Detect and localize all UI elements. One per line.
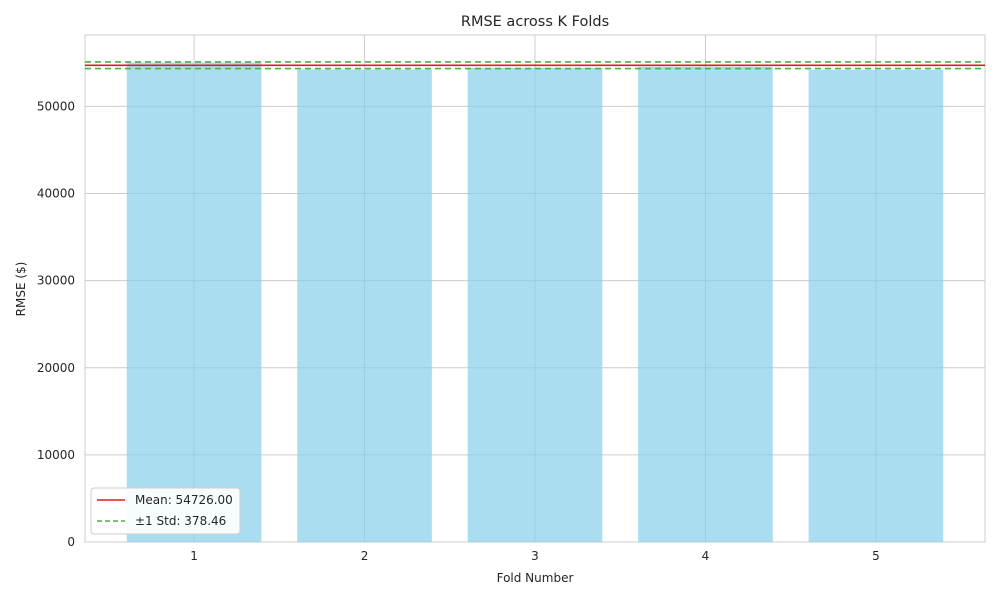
x-tick-label: 1 (190, 549, 198, 563)
bar-fold-2 (297, 69, 432, 542)
chart-title: RMSE across K Folds (461, 14, 609, 30)
y-tick-label: 30000 (37, 274, 75, 288)
x-tick-label: 2 (361, 549, 369, 563)
x-tick-label: 4 (702, 549, 710, 563)
x-tick-labels: 1 2 3 4 5 (190, 549, 879, 563)
y-axis-label: RMSE ($) (14, 262, 28, 317)
x-axis-label: Fold Number (497, 571, 574, 585)
y-tick-labels: 0 10000 20000 30000 40000 50000 (37, 99, 75, 549)
y-tick-label: 0 (67, 535, 75, 549)
bar-fold-1 (126, 62, 262, 542)
legend: Mean: 54726.00 ±1 Std: 378.46 (90, 487, 241, 535)
bar-fold-5 (808, 69, 944, 542)
legend-box (90, 487, 241, 535)
legend-mean-label: Mean: 54726.00 (135, 493, 233, 507)
bars (126, 62, 944, 543)
bar-fold-3 (467, 67, 603, 542)
x-tick-label: 3 (531, 549, 539, 563)
y-tick-label: 20000 (37, 361, 75, 375)
y-tick-label: 40000 (37, 187, 75, 201)
reference-lines (85, 61, 985, 70)
y-tick-label: 10000 (37, 448, 75, 462)
bar-fold-4 (638, 66, 773, 543)
y-tick-label: 50000 (37, 99, 75, 113)
legend-std-label: ±1 Std: 378.46 (135, 514, 226, 528)
x-tick-label: 5 (872, 549, 880, 563)
